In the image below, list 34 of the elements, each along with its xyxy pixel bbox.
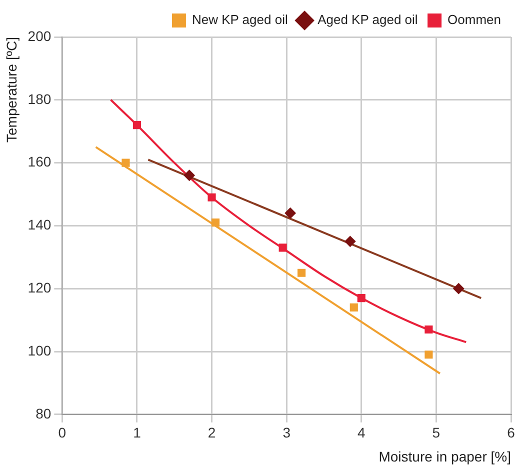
point bbox=[424, 325, 433, 334]
x-axis-title: Moisture in paper [%] bbox=[378, 448, 511, 464]
x-tick-label: 3 bbox=[282, 424, 291, 441]
y-tick-label: 120 bbox=[28, 279, 52, 296]
point bbox=[278, 244, 287, 252]
x-tick-label: 0 bbox=[58, 424, 66, 441]
point bbox=[424, 350, 433, 359]
y-tick-label: 80 bbox=[36, 405, 52, 422]
x-tick-label: 4 bbox=[357, 424, 366, 441]
point bbox=[350, 303, 358, 312]
y-tick-label: 140 bbox=[28, 216, 52, 233]
y-tick-label: 200 bbox=[28, 28, 52, 44]
point bbox=[208, 193, 216, 202]
legend-label: Aged KP aged oil bbox=[318, 12, 418, 28]
point bbox=[122, 158, 130, 167]
legend-label: Oommen bbox=[448, 12, 502, 28]
point bbox=[357, 294, 366, 302]
x-tick-label: 6 bbox=[507, 424, 516, 441]
point bbox=[344, 236, 356, 247]
x-tick-label: 1 bbox=[133, 424, 142, 441]
point bbox=[453, 283, 464, 294]
point bbox=[184, 170, 195, 181]
point bbox=[298, 268, 306, 277]
y-axis-title: Temperature [ºC] bbox=[3, 37, 20, 142]
point bbox=[284, 208, 296, 219]
point bbox=[132, 121, 141, 130]
point bbox=[211, 218, 220, 227]
y-tick-label: 160 bbox=[28, 154, 52, 170]
y-tick-label: 180 bbox=[28, 90, 52, 107]
y-tick-label: 100 bbox=[28, 342, 52, 358]
x-tick-label: 2 bbox=[208, 424, 216, 441]
x-tick-label: 5 bbox=[432, 424, 440, 441]
legend-label: New KP aged oil bbox=[192, 12, 288, 28]
line-series bbox=[110, 98, 468, 344]
